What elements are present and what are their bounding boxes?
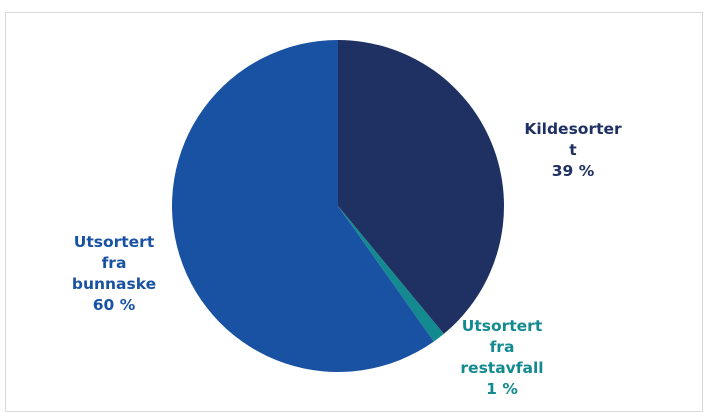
slice-label-value: 1 %	[486, 380, 518, 398]
slice-label-bunnaske: Utsortert fra bunnaske 60 %	[52, 232, 176, 316]
slice-label-line: Utsortert	[461, 317, 543, 335]
slice-label-line: t	[569, 141, 577, 159]
pie-chart	[171, 40, 505, 372]
slice-label-line: bunnaske	[71, 275, 157, 293]
slice-label-restavfall: Utsortert fra restavfall 1 %	[432, 316, 572, 400]
slice-label-value: 39 %	[551, 162, 595, 180]
slice-label-kildesortert: Kildesorter t 39 %	[496, 119, 650, 182]
pie-slice-kildesortert	[338, 40, 505, 334]
slice-label-value: 60 %	[92, 296, 136, 314]
slice-label-line: fra	[101, 254, 127, 272]
slice-label-line: Kildesorter	[524, 120, 622, 138]
slice-label-line: Utsortert	[73, 233, 155, 251]
pie-slice-utsortert-fra-bunnaske	[171, 40, 434, 372]
slice-label-line: restavfall	[460, 359, 544, 377]
slice-label-line: fra	[489, 338, 515, 356]
pie-slice-utsortert-fra-restavfall	[338, 206, 444, 342]
